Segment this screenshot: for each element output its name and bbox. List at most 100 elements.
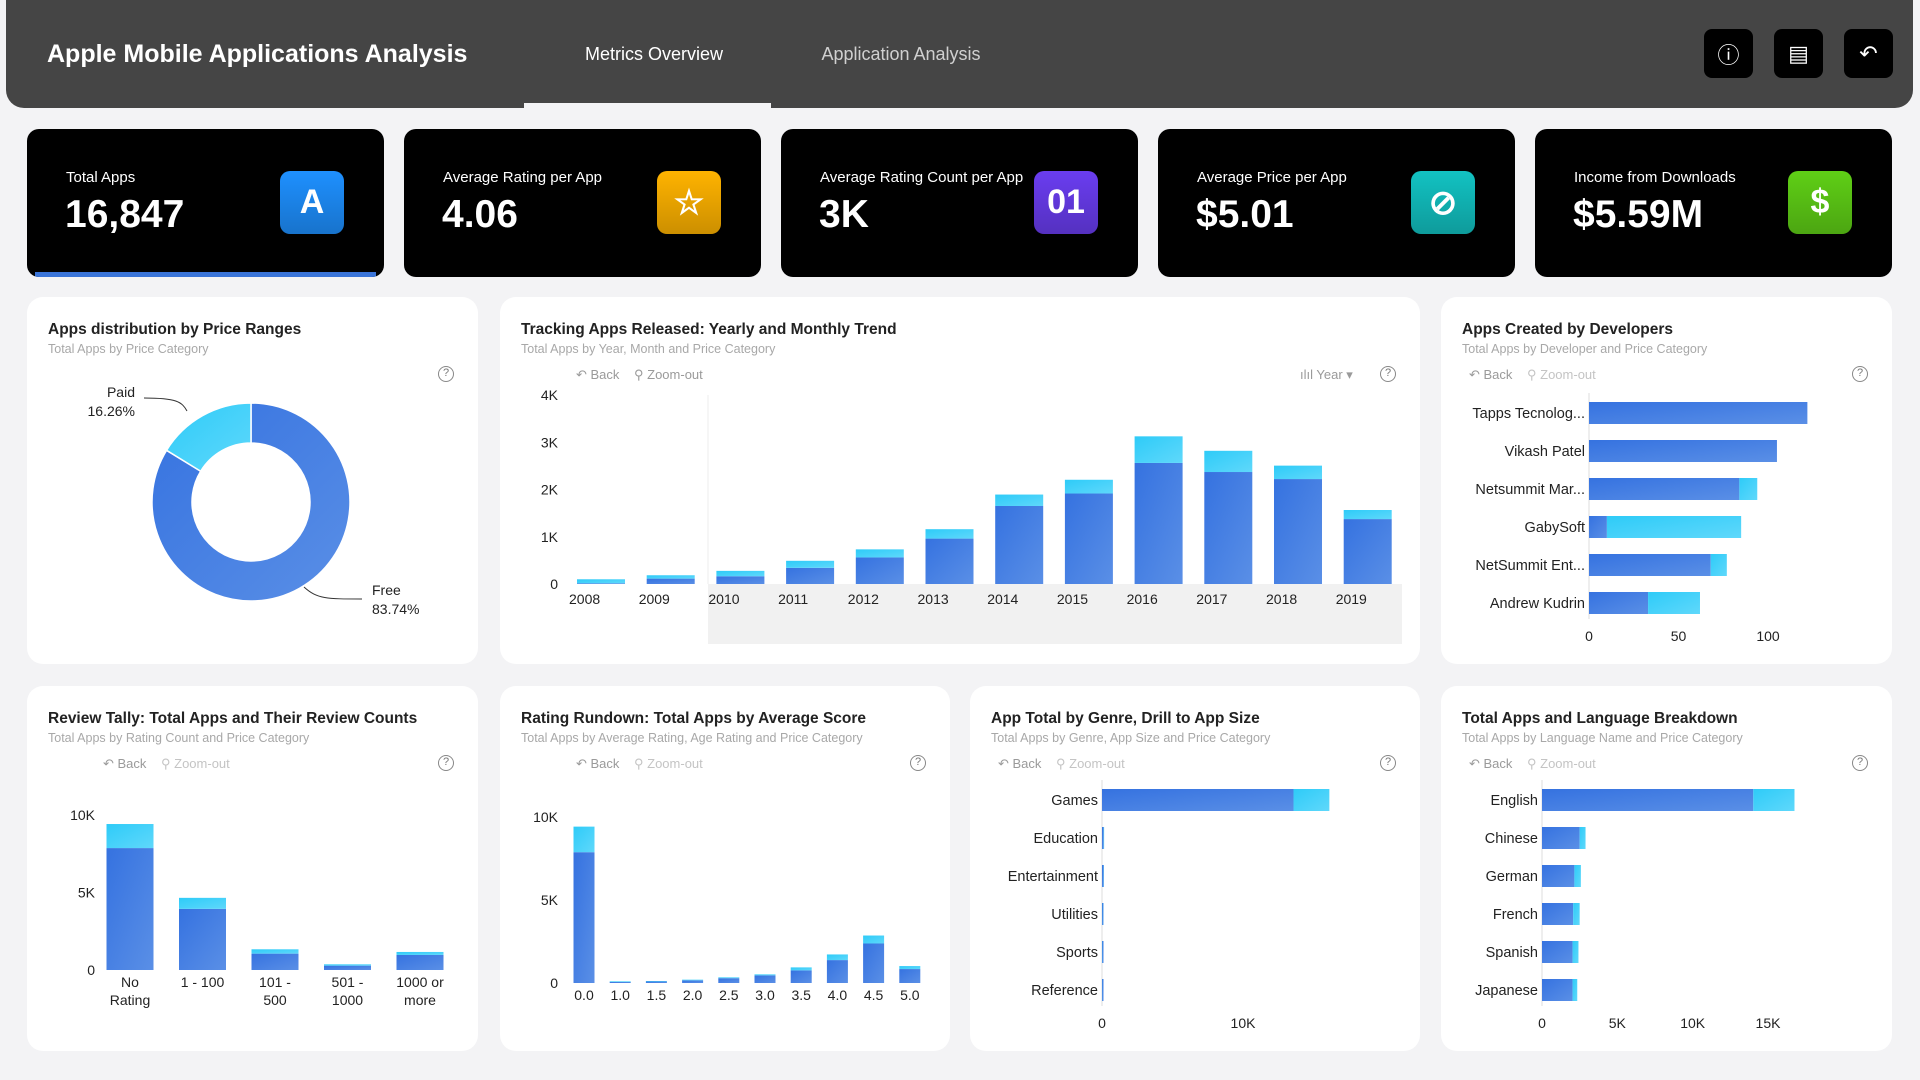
kpi-card-1[interactable]: Average Rating per App 4.06 ☆ <box>404 129 761 277</box>
bar-paid[interactable] <box>251 949 299 954</box>
bar-paid[interactable] <box>179 897 226 909</box>
bar-free[interactable] <box>899 969 921 983</box>
back-button[interactable]: ↶ Back <box>576 756 620 771</box>
bar-paid[interactable] <box>1204 450 1253 473</box>
bar-free[interactable] <box>1589 478 1740 500</box>
bar-free[interactable] <box>1134 462 1183 584</box>
bar-paid[interactable] <box>1739 478 1758 500</box>
bar-free[interactable] <box>573 852 595 983</box>
bar-paid[interactable] <box>396 951 444 955</box>
zoom-out-button[interactable]: ⚲ Zoom-out <box>1527 367 1596 382</box>
bar-free[interactable] <box>609 982 631 983</box>
bar-paid[interactable] <box>790 967 812 971</box>
bar-free[interactable] <box>1589 592 1649 614</box>
info-button[interactable]: ⓘ <box>1704 29 1753 78</box>
bar-free[interactable] <box>1589 554 1711 576</box>
bar-paid[interactable] <box>577 579 625 584</box>
bar-paid[interactable] <box>786 560 835 568</box>
help-icon[interactable]: ? <box>1852 755 1868 771</box>
kpi-card-0[interactable]: Total Apps 16,847 A <box>27 129 384 277</box>
bar-paid[interactable] <box>1572 941 1579 963</box>
help-icon[interactable]: ? <box>910 755 926 771</box>
bar-free[interactable] <box>646 578 695 584</box>
bar-paid[interactable] <box>716 570 765 577</box>
bar-paid[interactable] <box>1606 516 1742 538</box>
bar-paid[interactable] <box>718 977 740 979</box>
bar-paid[interactable] <box>573 826 595 853</box>
bar-free[interactable] <box>1542 865 1575 887</box>
bar-free[interactable] <box>645 981 667 983</box>
bar-paid[interactable] <box>855 549 904 558</box>
bar-free[interactable] <box>1102 979 1104 1001</box>
bar-free[interactable] <box>1589 402 1808 424</box>
bar-paid[interactable] <box>863 935 885 944</box>
report-button[interactable]: ▤ <box>1774 29 1823 78</box>
pie-slice-paid[interactable] <box>165 402 252 473</box>
back-button[interactable]: ↶ Back <box>1469 367 1513 382</box>
bar-paid[interactable] <box>1134 436 1183 463</box>
back-button[interactable]: ↶ Back <box>998 756 1042 771</box>
bar-paid[interactable] <box>1753 789 1795 811</box>
bar-paid[interactable] <box>1064 479 1113 494</box>
bar-free[interactable] <box>1102 789 1294 811</box>
bar-paid[interactable] <box>106 824 154 849</box>
bar-free[interactable] <box>754 975 776 983</box>
bar-free[interactable] <box>855 557 904 584</box>
help-icon[interactable]: ? <box>1380 755 1396 771</box>
bar-free[interactable] <box>1589 516 1607 538</box>
zoom-out-button[interactable]: ⚲ Zoom-out <box>634 367 703 382</box>
bar-free[interactable] <box>1542 827 1580 849</box>
bar-paid[interactable] <box>1572 979 1578 1001</box>
bar-free[interactable] <box>251 953 299 970</box>
bar-paid[interactable] <box>1574 865 1581 887</box>
drill-level-dropdown[interactable]: ılıl Year ▾ <box>1300 367 1353 382</box>
bar-paid[interactable] <box>1274 465 1322 480</box>
bar-paid[interactable] <box>1710 554 1727 576</box>
bar-free[interactable] <box>1542 941 1573 963</box>
bar-free[interactable] <box>1102 865 1104 887</box>
bar-free[interactable] <box>716 576 765 584</box>
pie-slice-free[interactable] <box>151 402 351 602</box>
help-icon[interactable]: ? <box>438 366 454 382</box>
zoom-out-button[interactable]: ⚲ Zoom-out <box>1527 756 1596 771</box>
bar-free[interactable] <box>786 567 835 584</box>
zoom-out-button[interactable]: ⚲ Zoom-out <box>1056 756 1125 771</box>
bar-free[interactable] <box>1064 493 1113 584</box>
bar-free[interactable] <box>1102 903 1104 925</box>
bar-paid[interactable] <box>754 974 776 976</box>
bar-free[interactable] <box>1102 827 1104 849</box>
bar-free[interactable] <box>1274 479 1322 584</box>
back-button[interactable]: ↶ <box>1844 29 1893 78</box>
back-button[interactable]: ↶ Back <box>103 756 147 771</box>
zoom-out-button[interactable]: ⚲ Zoom-out <box>634 756 703 771</box>
bar-paid[interactable] <box>826 954 848 961</box>
bar-paid[interactable] <box>925 529 974 539</box>
bar-paid[interactable] <box>1293 789 1330 811</box>
kpi-card-2[interactable]: Average Rating Count per App 3K 01 <box>781 129 1138 277</box>
bar-free[interactable] <box>1204 472 1253 584</box>
bar-free[interactable] <box>995 505 1044 584</box>
tab-metrics-overview[interactable]: Metrics Overview <box>584 44 724 64</box>
bar-free[interactable] <box>925 538 974 584</box>
bar-paid[interactable] <box>995 494 1044 506</box>
bar-free[interactable] <box>1542 979 1573 1001</box>
bar-free[interactable] <box>324 965 371 970</box>
scroll-area[interactable] <box>708 584 1402 644</box>
bar-paid[interactable] <box>609 981 631 983</box>
bar-free[interactable] <box>790 970 812 983</box>
bar-paid[interactable] <box>324 964 371 966</box>
bar-free[interactable] <box>577 583 625 584</box>
bar-free[interactable] <box>1343 519 1392 584</box>
bar-free[interactable] <box>863 943 885 983</box>
help-icon[interactable]: ? <box>1380 366 1396 382</box>
bar-free[interactable] <box>1542 789 1754 811</box>
bar-paid[interactable] <box>682 979 704 981</box>
kpi-card-4[interactable]: Income from Downloads $5.59M $ <box>1535 129 1892 277</box>
back-button[interactable]: ↶ Back <box>1469 756 1513 771</box>
bar-paid[interactable] <box>1579 827 1586 849</box>
bar-paid[interactable] <box>1343 510 1392 520</box>
bar-free[interactable] <box>179 908 226 970</box>
kpi-card-3[interactable]: Average Price per App $5.01 ⊘ <box>1158 129 1515 277</box>
bar-free[interactable] <box>396 954 444 970</box>
bar-free[interactable] <box>106 848 154 970</box>
